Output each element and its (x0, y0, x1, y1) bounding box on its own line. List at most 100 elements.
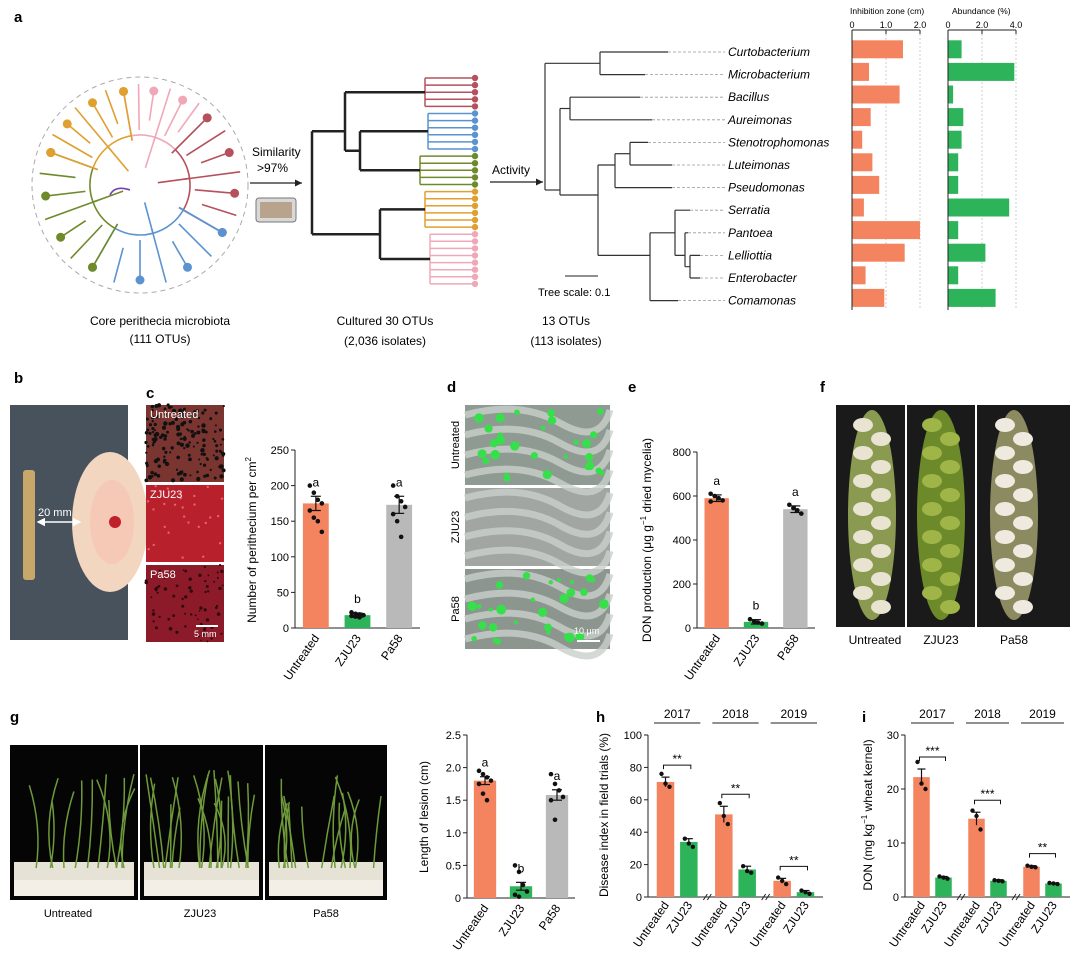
perithecium-dot (187, 453, 191, 457)
gfp-vesicle (476, 604, 482, 610)
hypha (464, 629, 614, 660)
gfp-vesicle (513, 620, 518, 625)
significance-stars: ** (1038, 841, 1048, 855)
plate-spot (163, 525, 166, 529)
x-tick-label: Untreated (450, 902, 492, 953)
perithecium-dot (170, 420, 175, 425)
radial-branch (91, 223, 119, 268)
bar-bacillus (948, 85, 954, 104)
data-point (744, 868, 750, 874)
perithecium-dot (145, 463, 149, 468)
seedling-leaf (74, 780, 83, 869)
micro-row-label-zju23: ZJU23 (450, 511, 462, 543)
x-tick-label: 0 (945, 20, 950, 30)
perithecium-dot (180, 422, 185, 427)
tree-tip-node (471, 188, 479, 195)
plate-spot (154, 484, 157, 488)
perithecium-dot (163, 576, 166, 579)
significance-bracket (663, 764, 692, 770)
backbone (358, 130, 428, 172)
gfp-vesicle (510, 441, 520, 451)
perithecium-dot (203, 474, 207, 478)
bar-aureimonas (948, 108, 964, 127)
data-point (974, 813, 979, 819)
gfp-vesicle (547, 416, 557, 425)
year-label: 2019 (780, 707, 807, 721)
perithecium-dot (202, 627, 207, 631)
perithecium-dot (181, 597, 184, 601)
hypha (464, 569, 614, 600)
micro-row-label-untreated: Untreated (450, 421, 462, 469)
y-tick-label: 2.5 (446, 730, 461, 742)
perithecium-dot (213, 580, 216, 583)
tree-tip-node (471, 167, 479, 174)
perithecium-dot (222, 454, 225, 457)
seedling-leaf (287, 804, 293, 869)
perithecium-dot (151, 443, 155, 447)
significance-letter: a (312, 475, 319, 489)
plate-spot (181, 506, 184, 509)
perithecium-dot (188, 577, 192, 581)
perithecium-dot (161, 446, 166, 451)
seedling-leaf (164, 777, 179, 869)
perithecium-dot (144, 440, 148, 445)
perithecium-dot (220, 632, 223, 635)
spikelet (871, 572, 891, 586)
y-tick-label: 1.5 (446, 795, 461, 807)
seedling-leaf (338, 802, 347, 869)
activity-label: Activity (492, 163, 530, 177)
distance-label: 20 mm (38, 507, 72, 519)
tree-tip-node (471, 252, 479, 259)
scale-label-c: 5 mm (194, 629, 217, 639)
y-tick-label: 100 (271, 552, 289, 564)
spikelet (995, 502, 1015, 516)
bar-comamonas (948, 288, 996, 307)
spikelet (922, 502, 942, 516)
data-point (667, 784, 672, 790)
y-axis-title: Length of lesion (cm) (417, 761, 431, 873)
taxon-label: Curtobacterium (728, 45, 810, 59)
spikelet (871, 488, 891, 502)
perithecium-dot (198, 609, 201, 612)
gfp-vesicle (494, 638, 502, 645)
data-point (708, 491, 713, 497)
tree-tip-node (471, 202, 479, 209)
data-point (775, 875, 781, 880)
perithecium-dot (220, 569, 224, 574)
bar-2019-untreated (1023, 866, 1040, 897)
significance-stars: ** (672, 752, 682, 766)
inner-branch (107, 146, 130, 172)
bar-zju23 (344, 615, 371, 628)
y-tick-label: 10 (887, 838, 899, 850)
perithecium-dot (154, 431, 160, 437)
radial-branch (150, 228, 167, 283)
perithecium-dot (188, 419, 193, 424)
data-point (315, 497, 321, 503)
tree-tip-node (471, 131, 479, 138)
gfp-vesicle (488, 607, 493, 612)
bar-luteimonas (948, 153, 959, 172)
x-tick-label: ZJU23 (496, 901, 528, 938)
gfp-vesicle (547, 409, 555, 417)
significance-letter: b (354, 592, 361, 606)
branch (559, 108, 598, 196)
perithecium-dot (198, 458, 201, 461)
seedling-leaf (280, 778, 290, 869)
perithecium-dot (187, 429, 190, 432)
perithecium-dot (219, 464, 224, 469)
perithecium-dot (163, 587, 168, 591)
superscript: −1 (860, 814, 869, 824)
significance-bracket (919, 756, 946, 762)
perithecium-dot (205, 473, 210, 478)
spikelet (1013, 432, 1033, 446)
seedling-leaf (227, 770, 234, 869)
data-point (659, 771, 664, 777)
significance-letter: a (396, 475, 403, 489)
bar-2019-zju23 (796, 892, 815, 897)
bar-microbacterium (948, 62, 1015, 81)
perithecium-dot (221, 584, 224, 587)
inner-branch (157, 177, 190, 184)
bar-luteimonas (852, 153, 873, 172)
data-point (353, 614, 358, 619)
gfp-vesicle (556, 578, 561, 583)
